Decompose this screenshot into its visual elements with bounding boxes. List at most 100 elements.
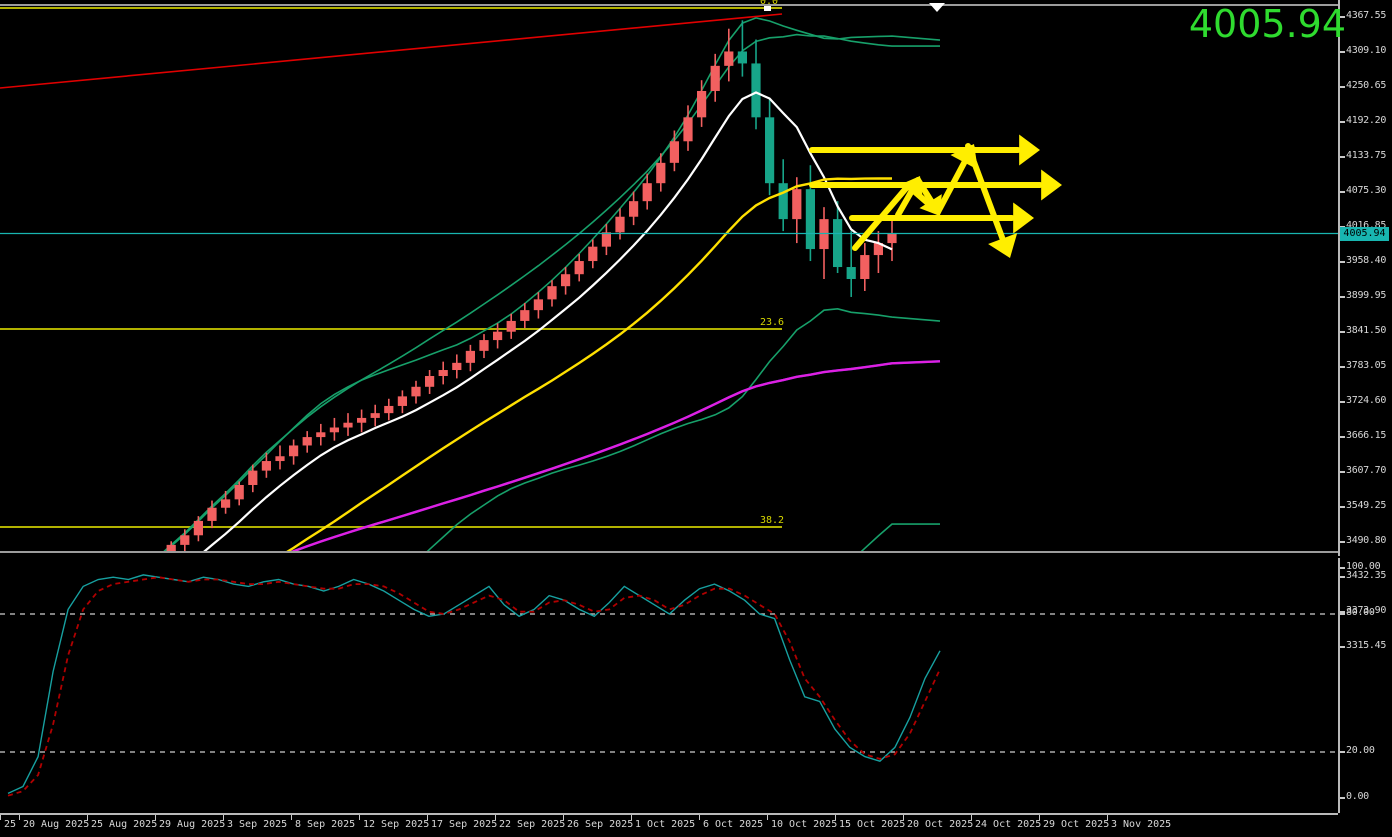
stochastic-k-line [7, 574, 941, 795]
date-axis-label: 29 Aug 2025 [159, 819, 226, 830]
fibonacci-anchor-handle [764, 4, 771, 11]
candle-body [737, 51, 747, 64]
date-axis-label: 12 Sep 2025 [363, 819, 430, 830]
candle-body [425, 376, 435, 387]
price-axis-label: 3899.95 [1346, 290, 1387, 301]
date-axis-label: 6 Oct 2025 [703, 819, 764, 830]
candle-body [697, 90, 707, 118]
oscillator-axis[interactable]: 100.00 80.00 20.00 0.00 [1338, 558, 1392, 813]
price-chart-panel[interactable] [0, 0, 1338, 698]
bollinger-upper-band [7, 17, 941, 610]
date-axis-label: 15 Oct 2025 [839, 819, 906, 830]
middle-target-arrow-head [1041, 169, 1062, 201]
date-axis[interactable]: 25 20 Aug 2025 25 Aug 2025 29 Aug 2025 3 Sep… [0, 813, 1338, 835]
upper-target-arrow-head [1019, 134, 1040, 166]
candle-body [805, 189, 815, 250]
price-axis-label: 4192.20 [1346, 115, 1387, 126]
candle-body [343, 422, 353, 428]
candle-body [193, 520, 203, 536]
candle-body [792, 189, 802, 220]
price-axis-label: 3315.45 [1346, 640, 1387, 651]
date-axis-label: 20 Aug 2025 [23, 819, 90, 830]
candle-body [533, 299, 543, 311]
local-down-arrow-head [919, 194, 942, 216]
date-axis-label: 17 Sep 2025 [431, 819, 498, 830]
candle-body [601, 232, 611, 247]
date-axis-label: 10 Oct 2025 [771, 819, 838, 830]
chart-top-divider [0, 0, 1338, 6]
candle-body [411, 386, 421, 397]
candle-body [751, 63, 761, 118]
candle-body [275, 456, 285, 462]
candle-body [588, 246, 598, 262]
candle-body [887, 233, 897, 244]
candle-body [397, 396, 407, 406]
current-price-tag: 4005.94 [1340, 226, 1389, 241]
date-axis-label: 8 Sep 2025 [295, 819, 356, 830]
bollinger-outer-upper-band [7, 33, 940, 613]
price-axis-label: 4309.10 [1346, 45, 1387, 56]
price-axis-label: 3373.90 [1346, 605, 1387, 616]
candle-body [248, 470, 258, 485]
candle-body [289, 445, 299, 457]
price-axis-label: 4367.55 [1346, 10, 1387, 21]
candle-body [234, 484, 244, 500]
candle-body [370, 413, 380, 418]
annotation-layer [809, 134, 1062, 258]
fibonacci-level-label: 0.0 [760, 0, 779, 7]
candle-body [561, 274, 571, 287]
candle-body [778, 183, 788, 220]
date-axis-label: 25 [4, 819, 17, 830]
candle-body [683, 117, 693, 142]
candle-body [615, 216, 625, 233]
candle-body [438, 370, 448, 377]
date-axis-label: 1 Oct 2025 [635, 819, 696, 830]
candle-body [479, 340, 489, 351]
date-axis-label: 26 Sep 2025 [567, 819, 634, 830]
candle-body [669, 141, 679, 163]
current-bar-marker-icon [929, 3, 945, 12]
date-axis-label: 20 Oct 2025 [907, 819, 974, 830]
candle-body [846, 267, 856, 280]
stochastic-panel[interactable] [0, 558, 1338, 813]
price-axis-label: 3841.50 [1346, 325, 1387, 336]
candle-body [302, 437, 312, 446]
candle-body [384, 405, 394, 414]
date-axis-label: 22 Sep 2025 [499, 819, 566, 830]
price-axis-label: 3724.60 [1346, 395, 1387, 406]
candle-body [357, 417, 367, 423]
stochastic-d-line [7, 576, 941, 797]
candle-body [574, 261, 584, 275]
price-axis-label: 4250.65 [1346, 80, 1387, 91]
price-axis[interactable]: 4367.55 4309.10 4250.65 4192.20 4133.75 4075.… [1338, 0, 1392, 651]
candle-body [316, 432, 326, 438]
stochastic-canvas [0, 574, 1338, 797]
price-axis-label: 3607.70 [1346, 465, 1387, 476]
price-axis-label: 3432.35 [1346, 570, 1387, 581]
oscillator-axis-label: 100.00 [1346, 561, 1381, 572]
candle-body [506, 320, 516, 332]
date-axis-label: 3 Sep 2025 [227, 819, 288, 830]
candle-body [642, 183, 652, 202]
price-axis-label: 4016.85 [1346, 220, 1387, 231]
price-axis-label: 4133.75 [1346, 150, 1387, 161]
candle-body [493, 331, 503, 341]
candle-body [765, 117, 775, 184]
candle-body [656, 162, 666, 184]
price-axis-label: 3549.25 [1346, 500, 1387, 511]
candle-body [833, 219, 843, 268]
price-axis-label: 3783.05 [1346, 360, 1387, 371]
candle-body [329, 427, 339, 433]
last-price-display: 4005.94 [1188, 2, 1346, 46]
date-axis-label: 25 Aug 2025 [91, 819, 158, 830]
zigzag-projection [852, 145, 975, 251]
date-axis-label: 3 Nov 2025 [1111, 819, 1172, 830]
oscillator-axis-label: 80.00 [1346, 607, 1375, 618]
red-trendline [0, 13, 783, 89]
candle-body [452, 362, 462, 371]
date-axis-label: 24 Oct 2025 [975, 819, 1042, 830]
price-axis-label: 3958.40 [1346, 255, 1387, 266]
candle-body [261, 461, 271, 471]
oscillator-axis-label: 20.00 [1346, 745, 1375, 756]
fibonacci-level-label: 38.2 [760, 515, 785, 526]
